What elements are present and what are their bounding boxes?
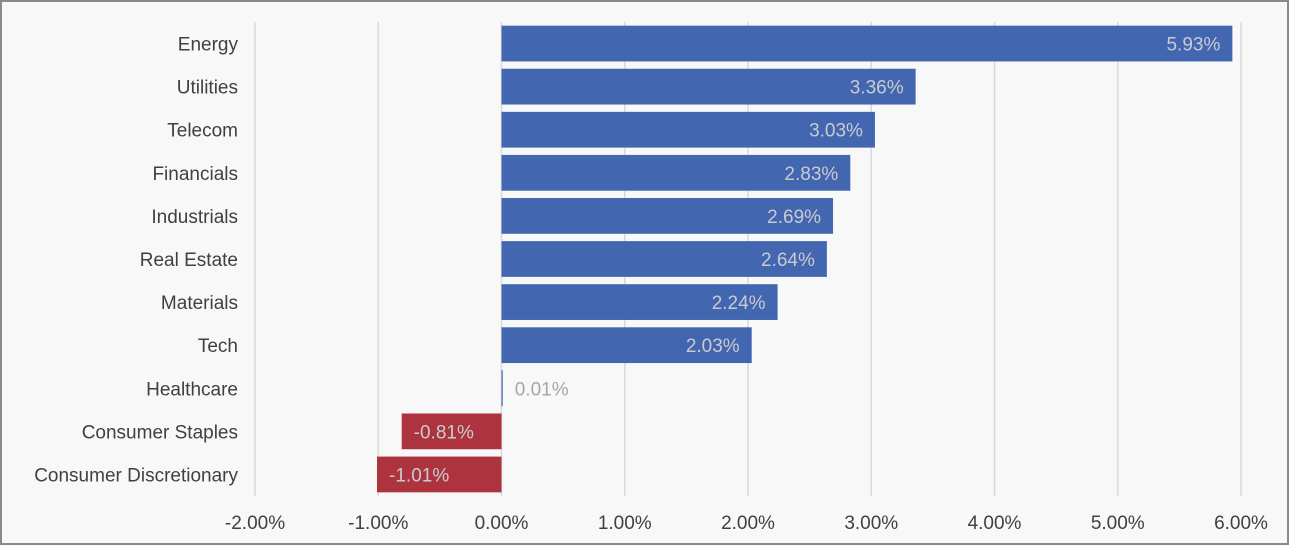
value-labels: 5.93% 3.36% 3.03% 2.83% 2.69% 2.64% 2.24% 2.03%…	[389, 35, 1220, 487]
category-label: Utilities	[177, 78, 238, 99]
category-labels: Energy Utilities Telecom Financials Industri…	[34, 35, 238, 487]
value-label: 2.03%	[686, 336, 740, 357]
value-label: 2.24%	[712, 293, 766, 314]
value-label: 5.93%	[1166, 35, 1220, 56]
category-label: Healthcare	[146, 379, 238, 400]
bar-financials	[501, 154, 851, 191]
value-label: 3.36%	[850, 78, 904, 99]
value-label: 3.03%	[809, 121, 863, 142]
x-tick-label: 1.00%	[598, 513, 652, 534]
category-label: Telecom	[167, 121, 238, 142]
x-tick-labels: -2.00% -1.00% 0.00% 1.00% 2.00% 3.00% 4.00% 5.0…	[225, 513, 1268, 534]
bars	[377, 25, 1233, 493]
value-label: -1.01%	[389, 465, 449, 486]
bar-tech	[501, 327, 752, 364]
bar-energy	[501, 25, 1233, 62]
bar-telecom	[501, 111, 875, 148]
category-label: Real Estate	[140, 250, 238, 271]
category-label: Materials	[161, 293, 238, 314]
category-label: Energy	[178, 35, 239, 56]
category-label: Consumer Discretionary	[34, 465, 238, 486]
bar-materials	[501, 284, 778, 320]
x-tick-label: 0.00%	[475, 513, 529, 534]
category-label: Consumer Staples	[82, 422, 238, 443]
value-label: -0.81%	[414, 422, 474, 443]
x-tick-label: 2.00%	[721, 513, 775, 534]
bar-industrials	[501, 198, 834, 234]
bar-utilities	[501, 68, 916, 105]
x-tick-label: 6.00%	[1214, 513, 1268, 534]
bar-consumer-discretionary	[377, 456, 502, 493]
category-label: Industrials	[151, 207, 238, 228]
value-label: 0.01%	[515, 379, 569, 400]
bar-healthcare	[501, 370, 503, 407]
bar-real-estate	[501, 241, 827, 277]
x-tick-label: 3.00%	[844, 513, 898, 534]
bar-consumer-staples	[401, 413, 502, 450]
category-label: Tech	[198, 336, 238, 357]
x-tick-label: -2.00%	[225, 513, 285, 534]
x-tick-label: 5.00%	[1091, 513, 1145, 534]
value-label: 2.69%	[767, 207, 821, 228]
x-tick-label: -1.00%	[348, 513, 408, 534]
value-label: 2.64%	[761, 250, 815, 271]
category-label: Financials	[152, 164, 238, 185]
value-label: 2.83%	[784, 164, 838, 185]
x-tick-label: 4.00%	[968, 513, 1022, 534]
